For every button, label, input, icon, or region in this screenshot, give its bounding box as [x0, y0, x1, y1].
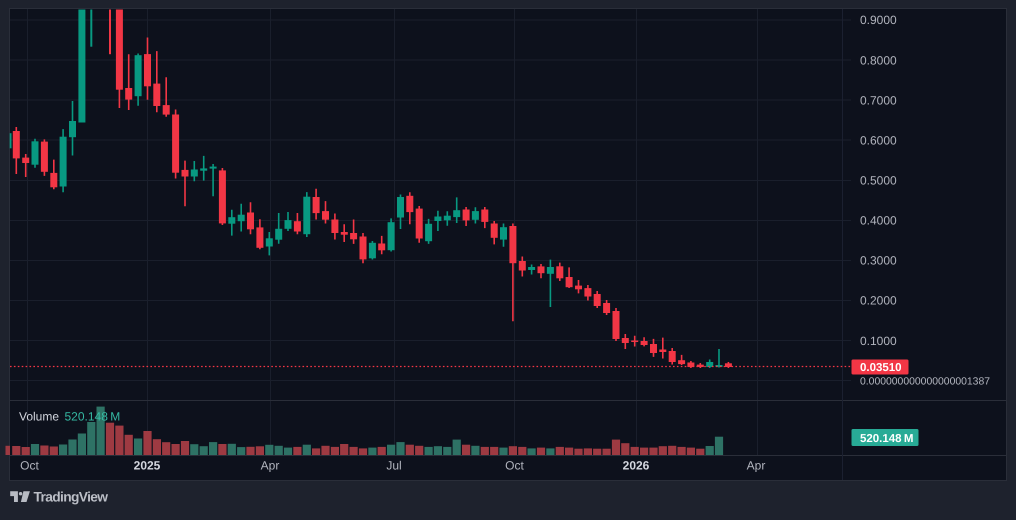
svg-text:2026: 2026	[623, 459, 650, 473]
svg-text:Apr: Apr	[261, 459, 280, 473]
svg-text:0.2000: 0.2000	[860, 294, 897, 308]
svg-text:0.03510: 0.03510	[860, 362, 902, 374]
svg-text:0.3000: 0.3000	[860, 254, 897, 268]
svg-text:0.6000: 0.6000	[860, 133, 897, 147]
svg-text:Oct: Oct	[20, 459, 39, 473]
svg-text:0.5000: 0.5000	[860, 174, 897, 188]
svg-text:0.7000: 0.7000	[860, 93, 897, 107]
svg-text:0.8000: 0.8000	[860, 53, 897, 67]
svg-text:Volume: Volume	[19, 410, 59, 424]
svg-text:Apr: Apr	[747, 459, 766, 473]
svg-text:Oct: Oct	[505, 459, 524, 473]
svg-text:0.9000: 0.9000	[860, 13, 897, 27]
svg-text:TradingView: TradingView	[34, 490, 109, 505]
svg-text:0.1000: 0.1000	[860, 334, 897, 348]
svg-text:0.4000: 0.4000	[860, 214, 897, 228]
svg-text:2025: 2025	[134, 459, 161, 473]
svg-text:Jul: Jul	[386, 459, 401, 473]
svg-text:520.148 M: 520.148 M	[860, 433, 913, 445]
svg-text:0.000000000000000001387: 0.000000000000000001387	[860, 376, 990, 387]
svg-text:520.148 M: 520.148 M	[65, 410, 121, 424]
